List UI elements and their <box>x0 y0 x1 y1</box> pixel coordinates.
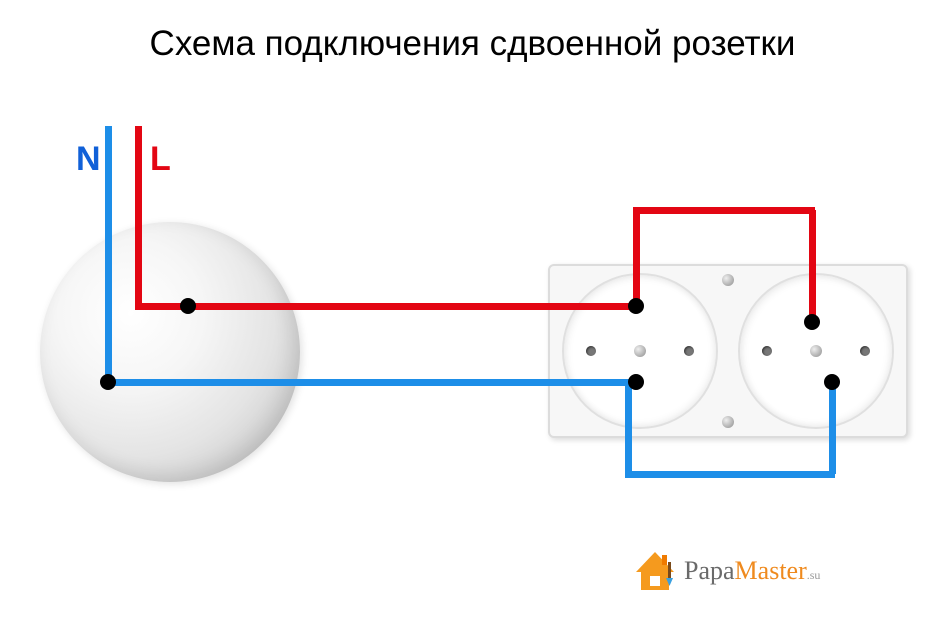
house-brush <box>668 562 671 578</box>
socket-pinhole <box>762 346 772 356</box>
socket-screw <box>810 345 822 357</box>
socket-screw <box>634 345 646 357</box>
panel-screw <box>722 274 734 286</box>
socket-right <box>738 273 894 429</box>
wire-segment <box>105 126 112 382</box>
house-icon <box>632 548 678 594</box>
panel-screw <box>722 416 734 428</box>
logo-tld: .su <box>807 568 821 582</box>
socket-pinhole <box>860 346 870 356</box>
socket-pinhole <box>586 346 596 356</box>
wire-segment <box>633 210 640 306</box>
logo-text: PapaMaster.su <box>684 556 820 586</box>
junction-box <box>40 222 300 482</box>
logo-accent: Master <box>735 556 807 585</box>
logo-prefix: Papa <box>684 556 735 585</box>
connection-node <box>628 298 644 314</box>
socket-left <box>562 273 718 429</box>
wire-segment <box>625 382 632 474</box>
connection-node <box>180 298 196 314</box>
wire-segment <box>105 379 636 386</box>
connection-node <box>824 374 840 390</box>
wire-segment <box>625 471 835 478</box>
wire-segment <box>135 303 636 310</box>
wire-segment <box>633 207 815 214</box>
wiring-diagram <box>0 0 945 631</box>
wire-segment <box>135 126 142 306</box>
connection-node <box>804 314 820 330</box>
house-chimney <box>662 555 667 565</box>
house-window <box>650 576 660 586</box>
socket-pinhole <box>684 346 694 356</box>
watermark-logo: PapaMaster.su <box>632 548 820 594</box>
connection-node <box>100 374 116 390</box>
connection-node <box>628 374 644 390</box>
wire-segment <box>809 210 816 326</box>
wire-segment <box>829 382 836 474</box>
